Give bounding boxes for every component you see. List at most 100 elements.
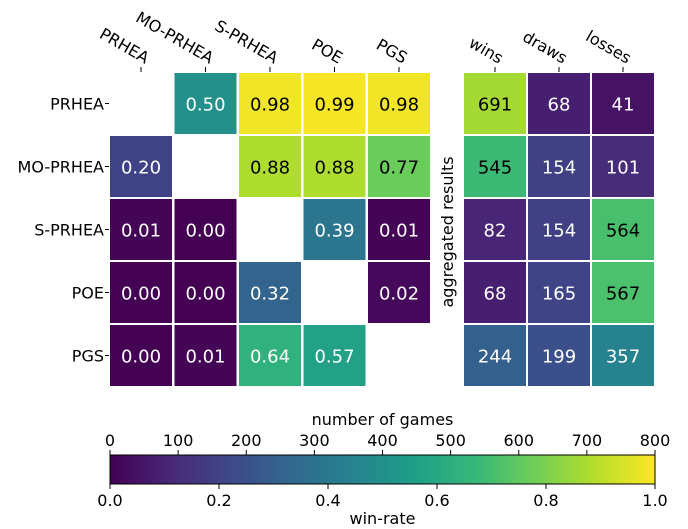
cell-value: 691 (478, 95, 512, 116)
colorbar-top-tick-label: 500 (435, 431, 466, 450)
heatmap-cell (239, 262, 301, 323)
heatmap-cell (303, 199, 366, 260)
row-label: PRHEA (50, 95, 104, 114)
column-label: wins (466, 33, 507, 67)
cell-value: 101 (606, 158, 640, 179)
heatmap-cell (464, 136, 526, 197)
cell-value: 82 (484, 221, 507, 242)
heatmap-cell (464, 199, 526, 260)
cell-value: 68 (548, 95, 571, 116)
cell-value: 0.64 (250, 347, 290, 368)
heatmap-cell (528, 199, 590, 260)
cell-value: 41 (612, 95, 635, 116)
colorbar-top-tick-label: 700 (572, 431, 603, 450)
colorbar-top-tick-label: 600 (503, 431, 534, 450)
colorbar-bottom-tick-label: 0.2 (206, 491, 231, 510)
heatmap-cell (464, 325, 526, 386)
column-label: draws (519, 27, 570, 67)
colorbar: 0 100 200 300 400 500 600 700 800 number of games… (97, 410, 670, 528)
win-rate-heatmap: PRHEA 0.50 0.98 0.99 0.98 MO-PRHEA 0.20 0.88 0.8… (18, 8, 430, 386)
colorbar-top-tick-label: 100 (163, 431, 194, 450)
cell-value: 0.32 (250, 284, 290, 305)
cell-value: 0.20 (121, 158, 161, 179)
heatmap-cell (528, 262, 590, 323)
heatmap-cell (174, 262, 237, 323)
heatmap-cell (239, 136, 301, 197)
cell-value: 0.01 (121, 221, 161, 242)
heatmap-cell (303, 136, 366, 197)
cell-value: 244 (478, 347, 512, 368)
row-label: S-PRHEA (34, 221, 104, 240)
cell-value: 0.01 (185, 347, 225, 368)
column-label: POE (308, 35, 346, 68)
heatmap-cell (110, 136, 172, 197)
cell-value: 0.88 (250, 158, 290, 179)
heatmap-cell (368, 136, 430, 197)
heatmap-cell (368, 199, 430, 260)
colorbar-top-tick-label: 300 (299, 431, 330, 450)
cell-value: 545 (478, 158, 512, 179)
heatmap-cell (239, 73, 301, 134)
heatmap-cell (528, 136, 590, 197)
cell-value: 357 (606, 347, 640, 368)
colorbar-top-tick-label: 0 (105, 431, 115, 450)
cell-value: 0.00 (121, 284, 161, 305)
heatmap-cell (592, 136, 654, 197)
cell-value: 564 (606, 221, 640, 242)
heatmap-cell (174, 199, 237, 260)
cell-value: 154 (542, 158, 576, 179)
cell-value: 0.00 (121, 347, 161, 368)
cell-value: 154 (542, 221, 576, 242)
heatmap-cell (592, 73, 654, 134)
colorbar-bottom-tick-label: 0.0 (97, 491, 122, 510)
heatmap-cell (174, 325, 237, 386)
cell-value: 0.98 (379, 95, 419, 116)
row-label: MO-PRHEA (18, 158, 105, 177)
cell-value: 0.01 (379, 221, 419, 242)
cell-value: 0.77 (379, 158, 419, 179)
cell-value: 0.00 (185, 284, 225, 305)
cell-value: 199 (542, 347, 576, 368)
cell-value: 0.88 (314, 158, 354, 179)
heatmap-cell (592, 325, 654, 386)
column-label: PGS (373, 35, 410, 68)
heatmap-cell (303, 325, 366, 386)
column-label: losses (582, 26, 634, 67)
cell-value: 165 (542, 284, 576, 305)
colorbar-top-tick-label: 400 (367, 431, 398, 450)
heatmap-cell (110, 262, 172, 323)
cell-value: 567 (606, 284, 640, 305)
colorbar-gradient (109, 454, 656, 485)
heatmap-cell (174, 73, 237, 134)
colorbar-bottom-label: win-rate (350, 509, 416, 528)
cell-value: 0.50 (185, 95, 225, 116)
colorbar-top-tick-label: 200 (231, 431, 262, 450)
cell-value: 0.99 (314, 95, 354, 116)
colorbar-bottom-tick-label: 0.8 (533, 491, 558, 510)
cell-value: 0.00 (185, 221, 225, 242)
row-label: PGS (72, 347, 104, 366)
colorbar-top-label: number of games (312, 410, 454, 429)
colorbar-top-tick-label: 800 (640, 431, 671, 450)
aggregated-results-heatmap: 691 68 41 545 154 101 82 154 564 68 165 567 244 199 35… (464, 26, 654, 386)
column-label: S-PRHEA (212, 16, 282, 67)
heatmap-cell (464, 262, 526, 323)
colorbar-bottom-tick-label: 0.6 (424, 491, 449, 510)
colorbar-bottom-tick-label: 0.4 (315, 491, 340, 510)
row-label: POE (72, 284, 104, 303)
heatmap-cell (303, 73, 366, 134)
cell-value: 0.39 (314, 221, 354, 242)
heatmap-cell (110, 325, 172, 386)
aggregated-results-label: aggregated results (438, 156, 457, 307)
heatmap-cell (464, 73, 526, 134)
heatmap-cell (368, 262, 430, 323)
heatmap-cell (528, 325, 590, 386)
colorbar-bottom-tick-label: 1.0 (642, 491, 667, 510)
heatmap-cell (592, 199, 654, 260)
cell-value: 0.02 (379, 284, 419, 305)
heatmap-cell (528, 73, 590, 134)
heatmap-cell (368, 73, 430, 134)
cell-value: 68 (484, 284, 507, 305)
heatmap-cell (592, 262, 654, 323)
